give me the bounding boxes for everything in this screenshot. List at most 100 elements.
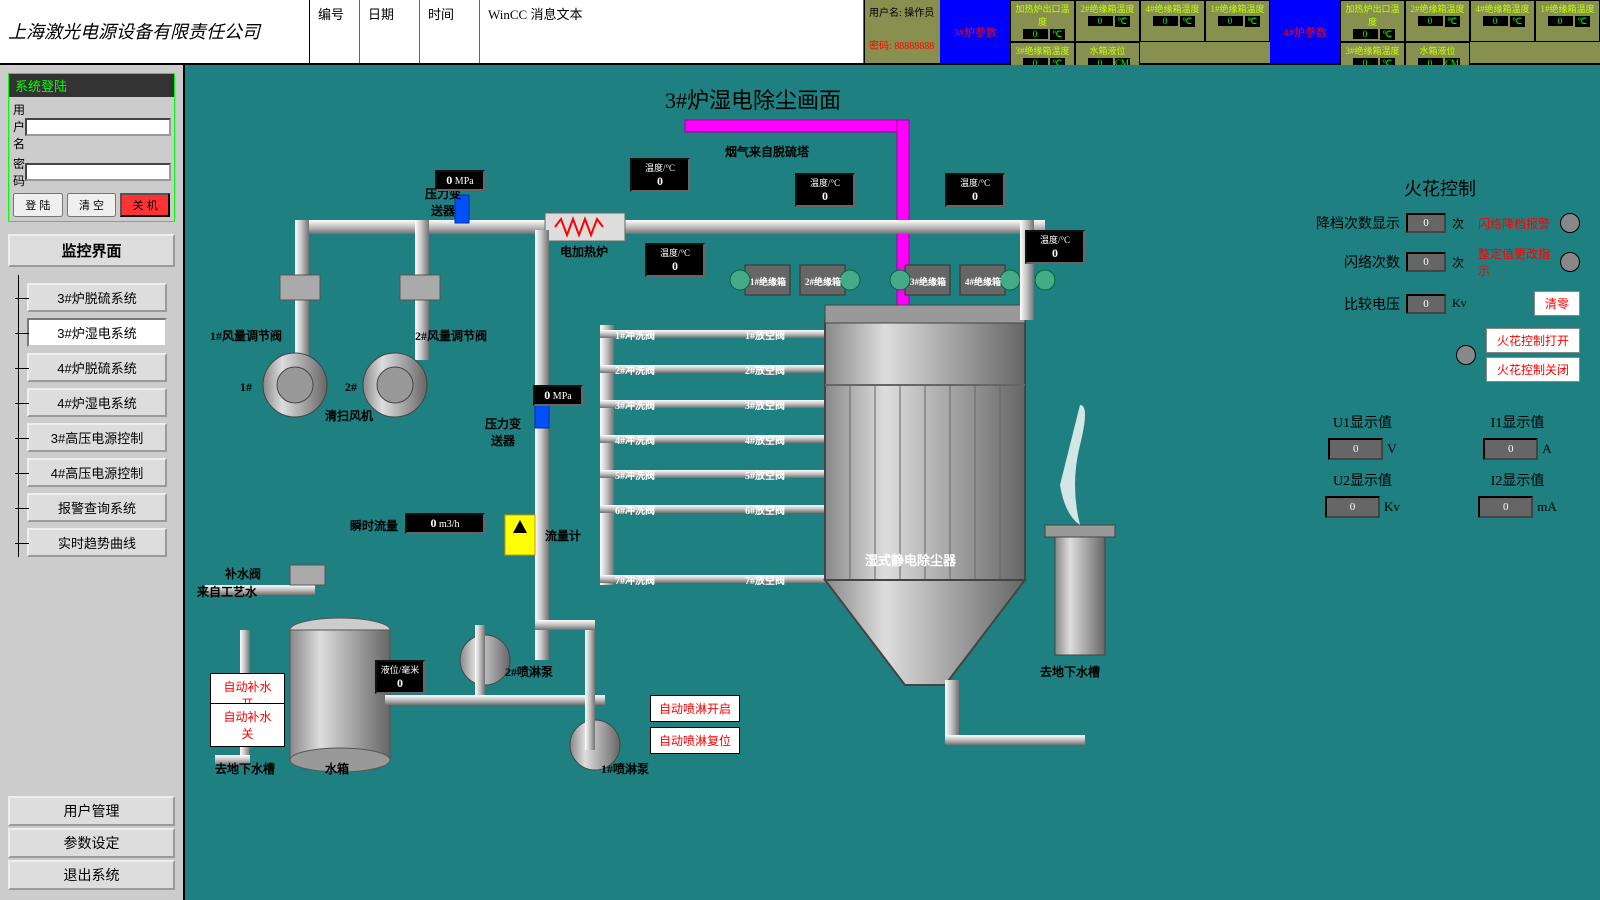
sensor-cell: 2#绝缘箱温度0℃ <box>1405 0 1470 42</box>
nav-item-2[interactable]: 4#炉脱硫系统 <box>27 353 167 382</box>
exit-button[interactable]: 退出系统 <box>8 860 175 890</box>
spray-on-button[interactable]: 自动喷淋开启 <box>650 695 740 722</box>
temp1-display: 温度/°C0 <box>630 158 690 192</box>
page-title: 3#炉湿电除尘画面 <box>665 83 841 115</box>
spark-led-icon <box>1456 345 1476 365</box>
sensor-cell: 加热炉出口温度0℃ <box>1340 0 1405 42</box>
nav-item-5[interactable]: 4#高压电源控制 <box>27 458 167 487</box>
level-display: 液位/毫米0 <box>375 660 425 694</box>
sidebar: 系统登陆 用户名 密 码 登 陆 清 空 关 机 监控界面 3#炉脱硫系统 3#… <box>0 65 185 900</box>
nav-item-3[interactable]: 4#炉湿电系统 <box>27 388 167 417</box>
insul-3: 3#绝缘箱 <box>910 275 946 288</box>
flow-display: 0 m3/h <box>405 513 485 534</box>
i1-display: I1显示值0A <box>1455 412 1580 460</box>
spray-reset-button[interactable]: 自动喷淋复位 <box>650 727 740 754</box>
spark-title: 火花控制 <box>1300 175 1580 201</box>
sensor-cell: 1#绝缘箱温度0℃ <box>1205 0 1270 42</box>
comp-value: 0 <box>1406 294 1446 314</box>
spark-open-button[interactable]: 火花控制打开 <box>1486 328 1580 353</box>
vent-3: 3#放空阀 <box>745 397 785 412</box>
nav-item-7[interactable]: 实时趋势曲线 <box>27 528 167 557</box>
water-src-label: 来自工艺水 <box>197 583 257 600</box>
sensor-cell: 2#绝缘箱温度0℃ <box>1075 0 1140 42</box>
param-block-4[interactable]: 4#炉参数 <box>1270 0 1340 63</box>
wash-5: 5#冲洗阀 <box>615 467 655 482</box>
clear-spark-button[interactable]: 清零 <box>1534 291 1580 316</box>
param-set-button[interactable]: 参数设定 <box>8 828 175 858</box>
password-label: 密 码 <box>13 155 25 189</box>
vent-4: 4#放空阀 <box>745 432 785 447</box>
flash-value: 0 <box>1406 252 1446 272</box>
username-label: 用户名 <box>13 101 25 152</box>
sweep-fan-label: 清扫风机 <box>325 407 373 424</box>
flow-inst-label: 瞬时流量 <box>350 517 398 534</box>
water-valve-label: 补水阀 <box>225 565 261 582</box>
wash-6: 6#冲洗阀 <box>615 502 655 517</box>
pressure1-display: 0 MPa <box>435 170 485 191</box>
spark-close-button[interactable]: 火花控制关闭 <box>1486 357 1580 382</box>
vent-5: 5#放空阀 <box>745 467 785 482</box>
flow-meter-label: 流量计 <box>545 527 581 544</box>
nav-item-0[interactable]: 3#炉脱硫系统 <box>27 283 167 312</box>
header: 上海激光电源设备有限责任公司 编号 日期 时间 WinCC 消息文本 用户名: … <box>0 0 1600 65</box>
temp4-display: 温度/°C0 <box>945 173 1005 207</box>
sensor-cell: 1#绝缘箱温度0℃ <box>1535 0 1600 42</box>
insul-2: 2#绝缘箱 <box>805 275 841 288</box>
down-value: 0 <box>1406 213 1446 233</box>
password-input[interactable] <box>25 163 171 181</box>
param-block-3[interactable]: 3#炉参数 <box>940 0 1010 63</box>
u1-display: U1显示值0V <box>1300 412 1425 460</box>
wash-4: 4#冲洗阀 <box>615 432 655 447</box>
vent-7: 7#放空阀 <box>745 572 785 587</box>
login-box: 系统登陆 用户名 密 码 登 陆 清 空 关 机 <box>8 73 175 222</box>
insul-1: 1#绝缘箱 <box>750 275 786 288</box>
pressure-tx2-label: 压力变 送器 <box>485 415 521 449</box>
flash-alarm: 整定值更改指示 <box>1478 245 1554 279</box>
username-input[interactable] <box>25 118 171 136</box>
msg-col-date: 日期 <box>360 0 420 63</box>
down-alarm: 闪络降档报警 <box>1478 215 1554 232</box>
user-mgmt-button[interactable]: 用户管理 <box>8 796 175 826</box>
u2-display: U2显示值0Kv <box>1300 470 1425 518</box>
wash-3: 3#冲洗阀 <box>615 397 655 412</box>
vent-6: 6#放空阀 <box>745 502 785 517</box>
insul-4: 4#绝缘箱 <box>965 275 1001 288</box>
comp-label: 比较电压 <box>1300 294 1400 314</box>
wash-7: 7#冲洗阀 <box>615 572 655 587</box>
fan1-valve-label: 1#风量调节阀 <box>210 327 282 344</box>
msg-col-time: 时间 <box>420 0 480 63</box>
ui-grid: U1显示值0V I1显示值0A U2显示值0Kv I2显示值0mA <box>1300 412 1580 518</box>
user-info: 用户名: 操作员 密码: 88888888 <box>865 0 940 63</box>
clear-button[interactable]: 清 空 <box>67 193 117 217</box>
sensor-grid-3: 加热炉出口温度0℃ 2#绝缘箱温度0℃ 4#绝缘箱温度0℃ 1#绝缘箱温度0℃ … <box>1010 0 1270 63</box>
fan1-label: 1# <box>240 380 252 395</box>
temp2-display: 温度/°C0 <box>645 243 705 277</box>
nav-item-1[interactable]: 3#炉湿电系统 <box>27 318 167 347</box>
shutdown-button[interactable]: 关 机 <box>120 193 170 217</box>
sensor-cell: 4#绝缘箱温度0℃ <box>1470 0 1535 42</box>
flash-label: 闪络次数 <box>1300 252 1400 272</box>
fan2-valve-label: 2#风量调节阀 <box>415 327 487 344</box>
sensor-grid-4: 加热炉出口温度0℃ 2#绝缘箱温度0℃ 4#绝缘箱温度0℃ 1#绝缘箱温度0℃ … <box>1340 0 1600 63</box>
nav-section: 监控界面 3#炉脱硫系统 3#炉湿电系统 4#炉脱硫系统 4#炉湿电系统 3#高… <box>8 234 175 557</box>
i2-display: I2显示值0mA <box>1455 470 1580 518</box>
canvas: 3#炉湿电除尘画面 <box>185 65 1600 900</box>
pump1-label: 1#喷淋泵 <box>601 760 649 777</box>
nav-item-4[interactable]: 3#高压电源控制 <box>27 423 167 452</box>
down-label: 降档次数显示 <box>1300 213 1400 233</box>
water-off-button[interactable]: 自动补水关 <box>210 703 285 747</box>
spark-panel: 火花控制 降档次数显示 0 次 闪络降档报警 闪络次数 0 次 整定值更改指示 … <box>1300 175 1580 518</box>
wash-1: 1#冲洗阀 <box>615 327 655 342</box>
login-button[interactable]: 登 陆 <box>13 193 63 217</box>
nav-item-6[interactable]: 报警查询系统 <box>27 493 167 522</box>
drain2-label: 去地下水槽 <box>1040 663 1100 680</box>
smoke-source-label: 烟气来自脱硫塔 <box>725 143 809 160</box>
heater-label: 电加热炉 <box>560 243 608 260</box>
sensor-cell: 加热炉出口温度0℃ <box>1010 0 1075 42</box>
temp3-display: 温度/°C0 <box>795 173 855 207</box>
esp-label: 湿式静电除尘器 <box>865 550 956 569</box>
company-name: 上海激光电源设备有限责任公司 <box>0 0 310 63</box>
login-title: 系统登陆 <box>9 74 174 97</box>
sensor-cell: 4#绝缘箱温度0℃ <box>1140 0 1205 42</box>
nav-title: 监控界面 <box>8 234 175 267</box>
